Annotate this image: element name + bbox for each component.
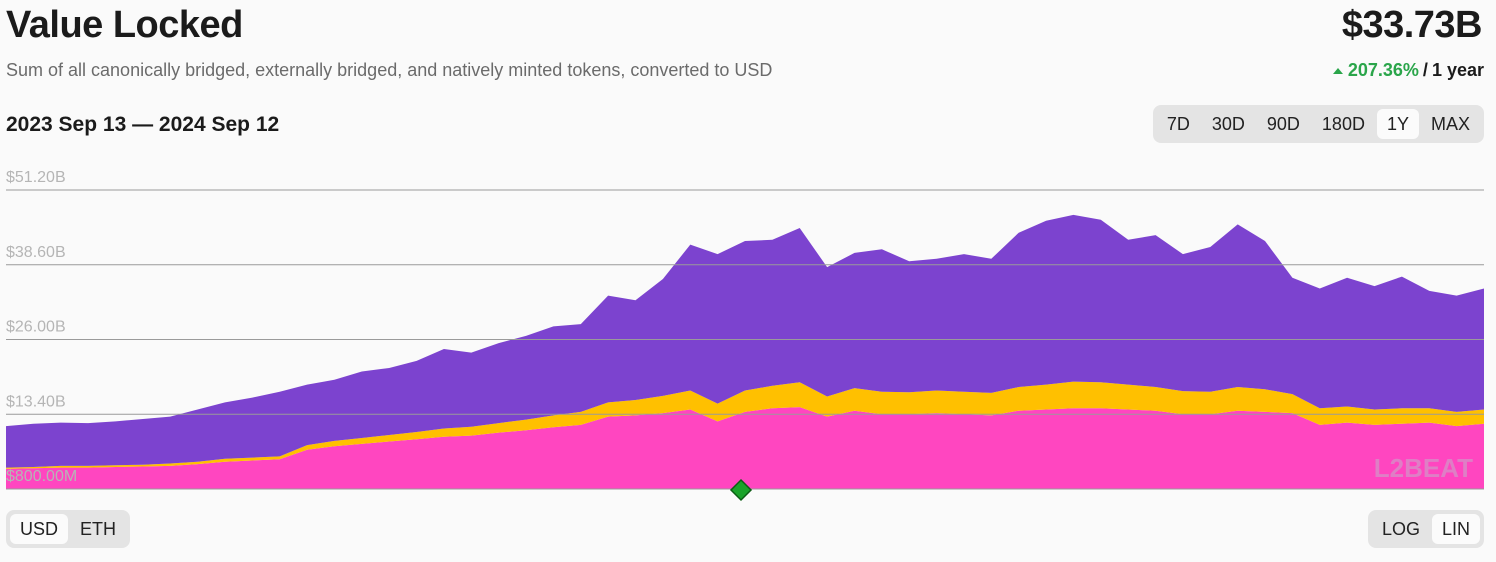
change-separator: / — [1422, 60, 1428, 80]
y-tick-label: $800.00M — [6, 468, 77, 485]
date-range: 2023 Sep 13 — 2024 Sep 12 — [6, 113, 280, 136]
period-90d-button[interactable]: 90D — [1266, 114, 1300, 134]
y-tick-label: $26.00B — [6, 319, 66, 336]
total-value: $33.73B — [1341, 4, 1483, 46]
event-marker-icon — [729, 478, 753, 502]
y-tick-label: $51.20B — [6, 169, 66, 186]
scale-selector: LOG LIN — [1367, 510, 1484, 548]
period-180d-button[interactable]: 180D — [1321, 114, 1365, 134]
unit-eth-button[interactable]: ETH — [80, 519, 117, 539]
period-1y-button[interactable]: 1Y — [1376, 109, 1419, 139]
l2beat-watermark: L2BEAT — [1374, 453, 1473, 483]
change-summary: 207.36% / 1 year — [1332, 60, 1484, 81]
change-percent: 207.36% — [1332, 60, 1419, 81]
series-canonical-area — [6, 214, 1484, 468]
period-max-button[interactable]: MAX — [1430, 114, 1470, 134]
scale-log-button[interactable]: LOG — [1381, 519, 1420, 539]
change-period: 1 year — [1431, 60, 1484, 80]
period-7d-button[interactable]: 7D — [1166, 114, 1190, 134]
page-subtitle: Sum of all canonically bridged, external… — [6, 60, 773, 80]
scale-lin-button[interactable]: LIN — [1431, 514, 1480, 544]
series-external-area — [6, 381, 1484, 469]
series-native-area — [6, 407, 1484, 489]
y-tick-label: $13.40B — [6, 393, 66, 410]
unit-selector: USD ETH — [6, 510, 131, 548]
period-30d-button[interactable]: 30D — [1211, 114, 1245, 134]
y-tick-label: $38.60B — [6, 244, 66, 261]
chart-svg: $51.20B $38.60B $26.00B $13.40B $800.00M L2BE… — [6, 169, 1484, 502]
change-percent-value: 207.36% — [1347, 60, 1419, 80]
page-title: Value Locked — [6, 4, 243, 46]
period-selector: 7D 30D 90D 180D 1Y MAX — [1152, 105, 1484, 143]
value-locked-chart[interactable]: $51.20B $38.60B $26.00B $13.40B $800.00M L2BE… — [0, 150, 1496, 510]
arrow-up-icon — [1332, 67, 1343, 74]
unit-usd-button[interactable]: USD — [10, 514, 69, 544]
